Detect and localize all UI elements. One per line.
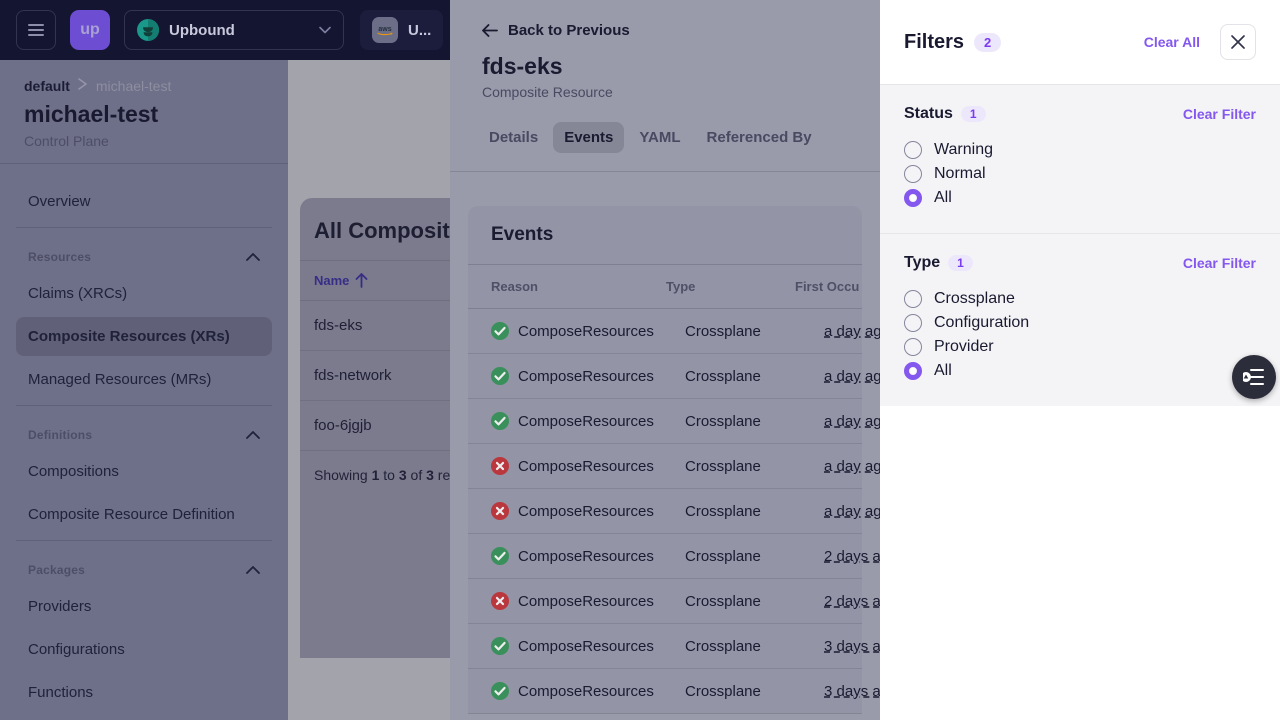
svg-text:aws: aws xyxy=(378,26,391,33)
